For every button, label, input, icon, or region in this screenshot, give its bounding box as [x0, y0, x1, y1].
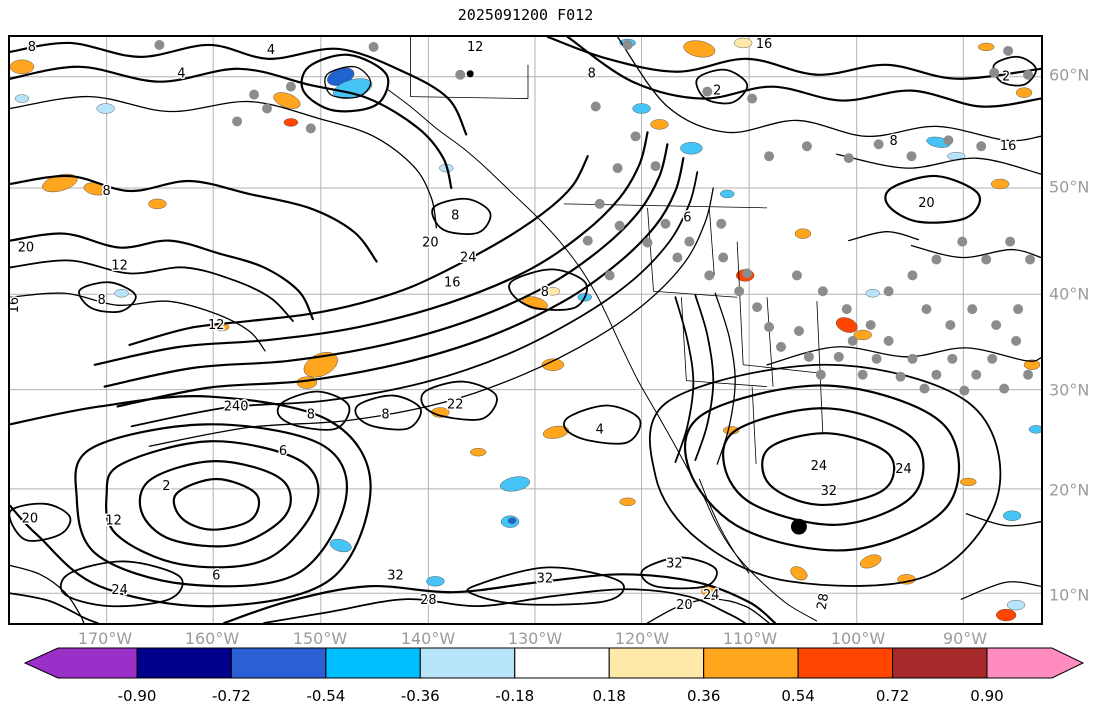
colorbar-tick-label: -0.36 [401, 687, 440, 705]
svg-text:8: 8 [451, 209, 459, 224]
station-dots [154, 39, 1036, 396]
svg-text:2: 2 [1002, 70, 1010, 85]
svg-text:24: 24 [111, 583, 127, 598]
lon-tick-label: 140°W [400, 629, 456, 648]
svg-text:6: 6 [212, 568, 220, 583]
svg-text:16: 16 [756, 37, 772, 52]
svg-text:20: 20 [676, 598, 692, 613]
svg-text:16: 16 [1000, 139, 1016, 154]
colorbar-under-arrow [23, 647, 138, 679]
svg-text:24: 24 [703, 588, 719, 603]
svg-text:32: 32 [666, 556, 682, 571]
svg-text:24: 24 [811, 459, 827, 474]
svg-text:22: 22 [447, 397, 463, 412]
svg-text:16: 16 [10, 297, 22, 313]
svg-text:8: 8 [588, 67, 596, 82]
svg-text:8: 8 [889, 134, 897, 149]
colorbar-tick-label: -0.90 [118, 687, 157, 705]
svg-text:20: 20 [22, 512, 38, 527]
colorbar-segment [325, 647, 421, 679]
svg-text:32: 32 [537, 571, 553, 586]
lon-tick-label: 160°W [184, 629, 240, 648]
colorbar-tick-label: -0.72 [212, 687, 251, 705]
colorbar-segment [230, 647, 327, 679]
svg-text:12: 12 [111, 258, 127, 273]
svg-text:8: 8 [541, 285, 549, 300]
svg-text:28: 28 [420, 593, 436, 608]
black-marker-dots [466, 70, 807, 535]
svg-text:8: 8 [28, 40, 36, 55]
lon-tick-label: 170°W [77, 629, 133, 648]
svg-text:16: 16 [444, 275, 460, 290]
svg-text:8: 8 [381, 407, 389, 422]
lat-tick-label: 40°N [1049, 284, 1090, 304]
contour-lines [10, 37, 1041, 623]
colorbar-tick-label: 0.18 [592, 687, 625, 705]
lat-tick-label: 60°N [1049, 65, 1090, 85]
colorbar-segment [797, 647, 893, 679]
colorbar-tick-label: 0.36 [687, 687, 720, 705]
svg-text:6: 6 [279, 444, 287, 459]
lon-tick-label: 110°W [722, 629, 778, 648]
colorbar-segment [136, 647, 232, 679]
grid-lines [10, 37, 1041, 623]
colorbar-tick-label: -0.54 [306, 687, 345, 705]
svg-text:20: 20 [18, 241, 34, 256]
lat-tick-label: 20°N [1049, 480, 1090, 500]
svg-text:4: 4 [177, 67, 185, 82]
map-plot-area: 8 4 4 12 8 16 2 2 8 16 8 20 12 8 16 12 20 24 16 8 8 6 20 240 8 8 2… [8, 35, 1043, 625]
svg-text:24: 24 [460, 250, 476, 265]
svg-text:12: 12 [467, 40, 483, 55]
svg-text:24: 24 [895, 462, 911, 477]
colorbar-tick-label: -0.18 [495, 687, 534, 705]
svg-text:4: 4 [596, 422, 604, 437]
colorbar-segment [514, 647, 610, 679]
svg-text:4: 4 [267, 43, 275, 58]
lat-tick-label: 30°N [1049, 380, 1090, 400]
colorbar-over-arrow [986, 647, 1085, 679]
svg-text:8: 8 [98, 293, 106, 308]
lon-tick-label: 120°W [614, 629, 670, 648]
lon-tick-label: 100°W [830, 629, 886, 648]
lon-tick-label: 130°W [507, 629, 563, 648]
svg-text:20: 20 [918, 196, 934, 211]
svg-text:12: 12 [208, 318, 224, 333]
lat-tick-label: 10°N [1049, 585, 1090, 605]
lon-tick-label: 150°W [292, 629, 348, 648]
colorbar-segment [892, 647, 988, 679]
colorbar-segment [419, 647, 516, 679]
svg-text:32: 32 [821, 484, 837, 499]
svg-text:28: 28 [815, 592, 833, 611]
svg-text:2: 2 [162, 479, 170, 494]
svg-text:240: 240 [224, 399, 249, 414]
svg-text:8: 8 [307, 407, 315, 422]
shaded-anomaly-patches [10, 37, 1041, 622]
colorbar-tick-label: 0.54 [781, 687, 814, 705]
lon-tick-label: 90°W [942, 629, 988, 648]
colorbar-tick-label: 0.90 [970, 687, 1003, 705]
svg-text:12: 12 [105, 514, 121, 529]
svg-text:2: 2 [713, 84, 721, 99]
chart-title: 2025091200 F012 [457, 6, 594, 24]
svg-text:32: 32 [387, 568, 403, 583]
lat-tick-label: 50°N [1049, 177, 1090, 197]
colorbar-tick-label: 0.72 [876, 687, 909, 705]
map-borders-coastlines [386, 37, 824, 622]
svg-text:8: 8 [103, 184, 111, 199]
colorbar-segment [608, 647, 705, 679]
colorbar-segment [703, 647, 799, 679]
svg-text:6: 6 [683, 211, 691, 226]
colorbar: -0.90 -0.72 -0.54 -0.36 -0.18 0.18 0.36 0.54 0.7… [23, 647, 1085, 705]
svg-text:20: 20 [422, 236, 438, 251]
